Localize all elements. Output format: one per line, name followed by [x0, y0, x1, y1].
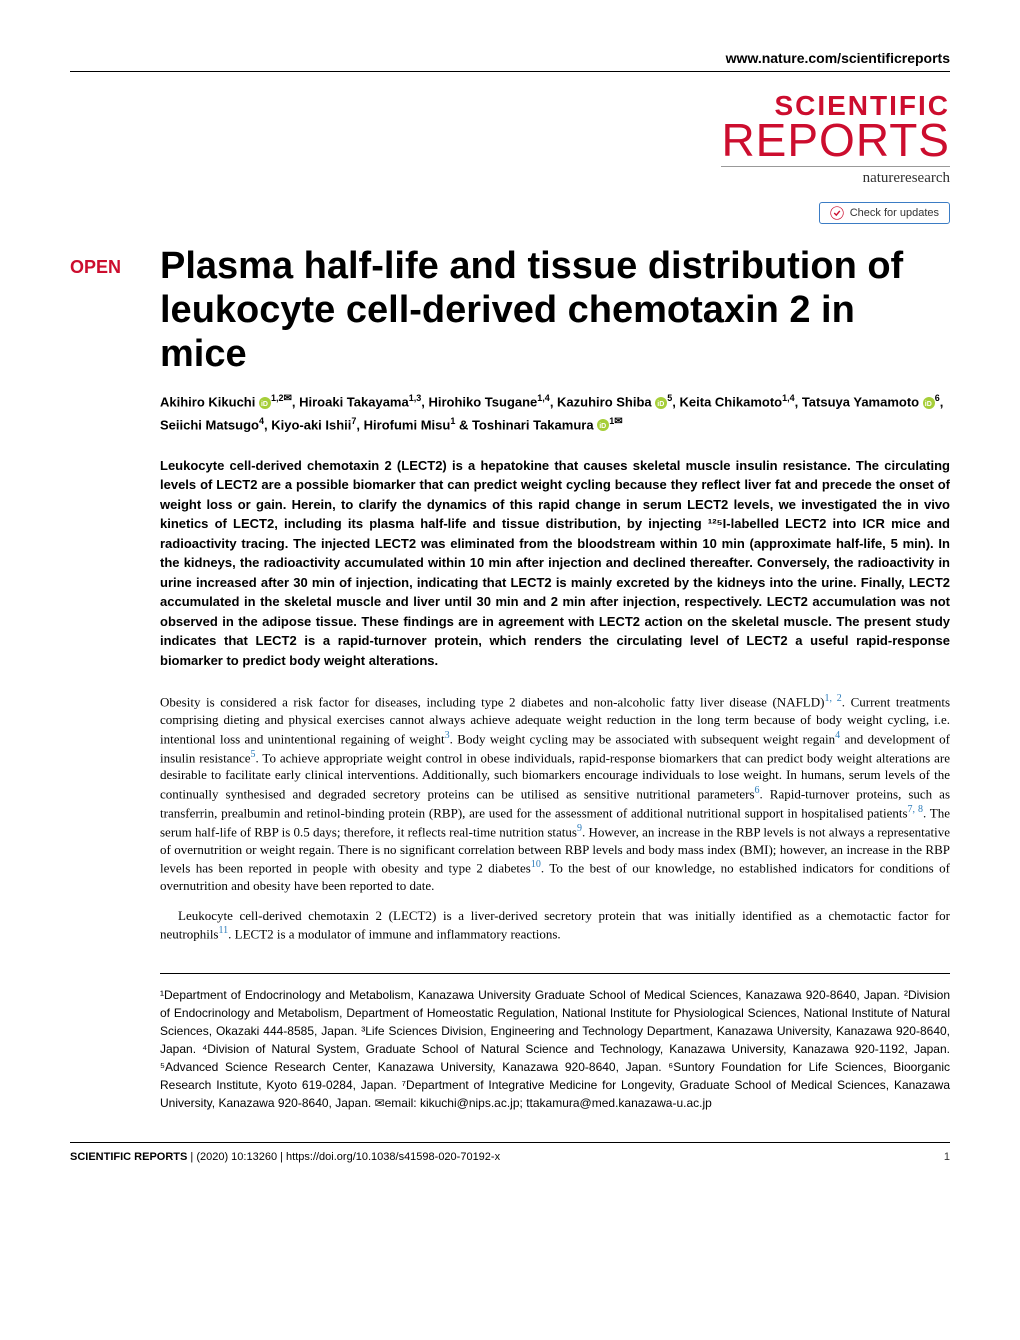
body-paragraph-2: Leukocyte cell-derived chemotaxin 2 (LEC… — [160, 907, 950, 943]
footer-left: SCIENTIFIC REPORTS | (2020) 10:13260 | h… — [70, 1151, 500, 1163]
orcid-icon[interactable] — [923, 397, 935, 409]
ref-link[interactable]: 11 — [219, 925, 229, 936]
abstract: Leukocyte cell-derived chemotaxin 2 (LEC… — [160, 456, 950, 671]
header-url[interactable]: www.nature.com/scientificreports — [70, 50, 950, 66]
orcid-icon[interactable] — [259, 397, 271, 409]
publisher-name: natureresearch — [70, 170, 950, 187]
mail-icon[interactable]: ✉ — [284, 391, 292, 407]
footer-journal: SCIENTIFIC REPORTS — [70, 1151, 187, 1163]
author-list: Akihiro Kikuchi 1,2✉, Hiroaki Takayama1,… — [160, 391, 950, 435]
author-name: , Tatsuya Yamamoto — [795, 395, 920, 410]
ref-link[interactable]: 10 — [531, 859, 541, 870]
author-name: , Hirohiko Tsugane — [421, 395, 537, 410]
author-affil-sup: 1,3 — [409, 393, 422, 403]
page-footer: SCIENTIFIC REPORTS | (2020) 10:13260 | h… — [70, 1142, 950, 1163]
footer-doi: | https://doi.org/10.1038/s41598-020-701… — [280, 1151, 500, 1163]
author-name: , Kazuhiro Shiba — [550, 395, 652, 410]
open-access-label: OPEN — [70, 257, 160, 278]
author-affil-sup: 1,4 — [537, 393, 550, 403]
check-updates-label: Check for updates — [850, 207, 939, 219]
check-updates-button[interactable]: Check for updates — [819, 202, 950, 224]
crossmark-icon — [830, 206, 844, 220]
affiliations: ¹Department of Endocrinology and Metabol… — [160, 973, 950, 1112]
left-margin: OPEN — [70, 245, 160, 1112]
footer-citation: (2020) 10:13260 — [196, 1151, 277, 1163]
check-updates-wrapper: Check for updates — [70, 202, 950, 225]
author-name: Akihiro Kikuchi — [160, 395, 255, 410]
article-title: Plasma half-life and tissue distribution… — [160, 245, 950, 376]
journal-name-bottom: REPORTS — [721, 120, 950, 167]
author-name: , Hirofumi Misu — [356, 417, 450, 432]
author-name: , Kiyo-aki Ishii — [264, 417, 351, 432]
orcid-icon[interactable] — [655, 397, 667, 409]
orcid-icon[interactable] — [597, 419, 609, 431]
ref-link[interactable]: 7, 8 — [908, 804, 924, 815]
page-number: 1 — [944, 1151, 950, 1163]
article-body: OPEN Plasma half-life and tissue distrib… — [70, 245, 950, 1112]
author-name: & Toshinari Takamura — [455, 417, 593, 432]
main-content: Plasma half-life and tissue distribution… — [160, 245, 950, 1112]
author-name: , Hiroaki Takayama — [292, 395, 409, 410]
mail-icon[interactable]: ✉ — [614, 414, 622, 430]
author-affil-sup: 1,2 — [271, 393, 284, 403]
author-affil-sup: 1,4 — [782, 393, 795, 403]
ref-link[interactable]: 1, 2 — [824, 693, 841, 704]
journal-logo: SCIENTIFIC REPORTS natureresearch Check … — [70, 92, 950, 225]
header-rule — [70, 71, 950, 72]
body-paragraph-1: Obesity is considered a risk factor for … — [160, 692, 950, 894]
page-container: www.nature.com/scientificreports SCIENTI… — [0, 0, 1020, 1193]
author-name: , Keita Chikamoto — [672, 395, 782, 410]
